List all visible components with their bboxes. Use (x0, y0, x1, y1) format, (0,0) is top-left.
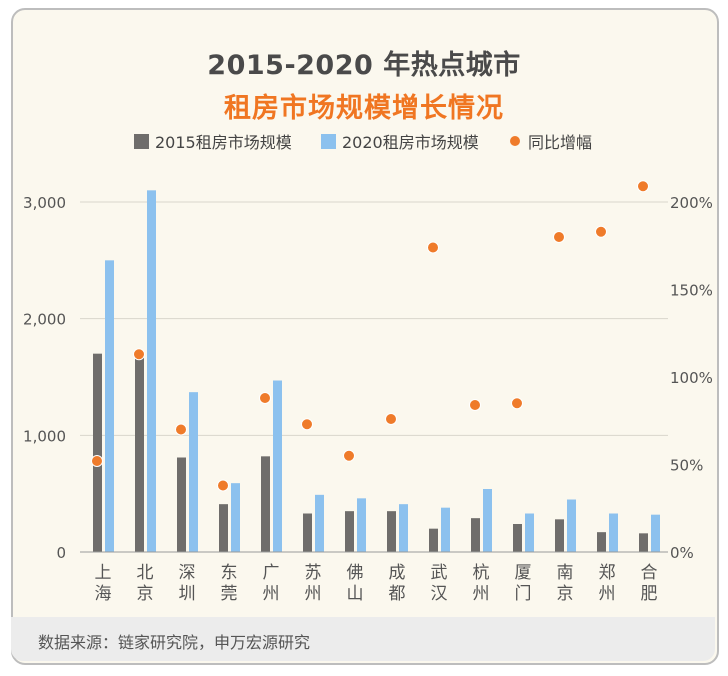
bar-2015 (639, 533, 648, 552)
growth-point (469, 399, 481, 411)
bar-2015 (387, 511, 396, 552)
chart-legend: 2015租房市场规模 2020租房市场规模 同比增幅 (0, 129, 728, 153)
category-label: 门 (515, 584, 532, 604)
growth-point (91, 455, 103, 467)
legend-swatch-2020 (321, 133, 336, 149)
bar-2015 (597, 532, 606, 552)
category-label: 武 (431, 563, 448, 583)
bar-2015 (345, 511, 354, 552)
growth-point (385, 413, 397, 425)
category-label: 南 (557, 563, 574, 583)
bar-2020 (525, 513, 534, 552)
bar-2015 (219, 504, 228, 552)
bar-2020 (567, 499, 576, 552)
source-note: 数据来源：链家研究院，申万宏源研究 (38, 633, 311, 652)
category-label: 厦 (515, 563, 532, 583)
category-label: 州 (305, 584, 322, 604)
bar-2020 (399, 504, 408, 552)
y-right-tick-label: 200% (670, 194, 713, 212)
growth-point (511, 397, 523, 410)
bar-2015 (135, 353, 144, 552)
category-label: 圳 (179, 584, 196, 604)
category-label: 合 (641, 563, 658, 583)
legend-swatch-2015 (134, 133, 149, 149)
legend-dot-growth (510, 136, 520, 146)
category-label: 深 (179, 563, 196, 583)
y-left-tick-label: 2,000 (23, 311, 66, 329)
chart-card (11, 8, 719, 665)
category-label: 京 (557, 584, 574, 604)
bar-2020 (189, 392, 198, 552)
growth-point (175, 423, 187, 436)
category-label: 佛 (347, 563, 364, 583)
legend-item-2020: 2020租房市场规模 (321, 129, 479, 153)
growth-point (427, 241, 439, 254)
y-right-tick-label: 100% (670, 369, 713, 387)
category-label: 州 (263, 584, 280, 604)
category-label: 广 (263, 563, 280, 583)
bar-2020 (441, 507, 450, 552)
category-label: 汉 (431, 584, 448, 604)
category-label: 郑 (599, 563, 616, 583)
chart-subtitle: 租房市场规模增长情况 (224, 93, 504, 124)
growth-point (259, 392, 271, 404)
y-left-tick-label: 1,000 (23, 427, 66, 445)
bar-2020 (357, 498, 366, 552)
bar-2020 (231, 483, 240, 552)
category-label: 东 (221, 563, 238, 583)
bar-2015 (303, 513, 312, 552)
bar-2020 (273, 380, 282, 552)
category-label: 上 (95, 563, 112, 583)
y-right-tick-label: 150% (670, 282, 713, 300)
category-label: 苏 (305, 563, 322, 583)
bar-2015 (471, 518, 480, 552)
category-label: 京 (137, 584, 154, 604)
bar-2015 (177, 457, 186, 552)
bar-2020 (105, 260, 114, 552)
bar-2015 (555, 519, 564, 552)
legend-label-2020: 2020租房市场规模 (342, 133, 479, 152)
bar-2020 (315, 494, 324, 552)
legend-item-2015: 2015租房市场规模 (134, 129, 292, 153)
bar-2020 (651, 514, 660, 552)
growth-point (217, 479, 229, 492)
y-left-tick-label: 3,000 (23, 194, 66, 212)
bar-2020 (483, 489, 492, 552)
growth-point (301, 418, 313, 431)
y-right-tick-label: 50% (670, 457, 703, 475)
legend-item-growth: 同比增幅 (510, 129, 592, 153)
bar-2015 (513, 524, 522, 552)
growth-point (637, 180, 649, 193)
growth-point (553, 231, 565, 243)
footer-bar: 数据来源：链家研究院，申万宏源研究 (11, 617, 715, 661)
y-right-tick-label: 0% (670, 544, 694, 562)
legend-label-2015: 2015租房市场规模 (155, 133, 292, 152)
growth-point (595, 225, 607, 238)
bar-2015 (429, 528, 438, 552)
category-label: 杭 (473, 563, 490, 583)
bar-2015 (261, 456, 270, 552)
category-label: 州 (599, 584, 616, 604)
category-label: 北 (137, 563, 154, 583)
y-left-tick-label: 0 (56, 544, 66, 562)
chart-title: 2015-2020 年热点城市 (207, 50, 521, 81)
category-label: 州 (473, 584, 490, 604)
growth-point (343, 449, 355, 462)
growth-point (133, 348, 145, 361)
bar-2020 (147, 190, 156, 553)
category-label: 肥 (641, 584, 658, 604)
category-label: 海 (95, 584, 112, 604)
legend-label-growth: 同比增幅 (528, 133, 593, 152)
bar-2020 (609, 513, 618, 552)
category-label: 都 (389, 584, 406, 604)
category-label: 成 (389, 563, 406, 583)
category-label: 莞 (221, 584, 238, 604)
category-label: 山 (347, 584, 364, 604)
bar-2015 (93, 353, 102, 552)
